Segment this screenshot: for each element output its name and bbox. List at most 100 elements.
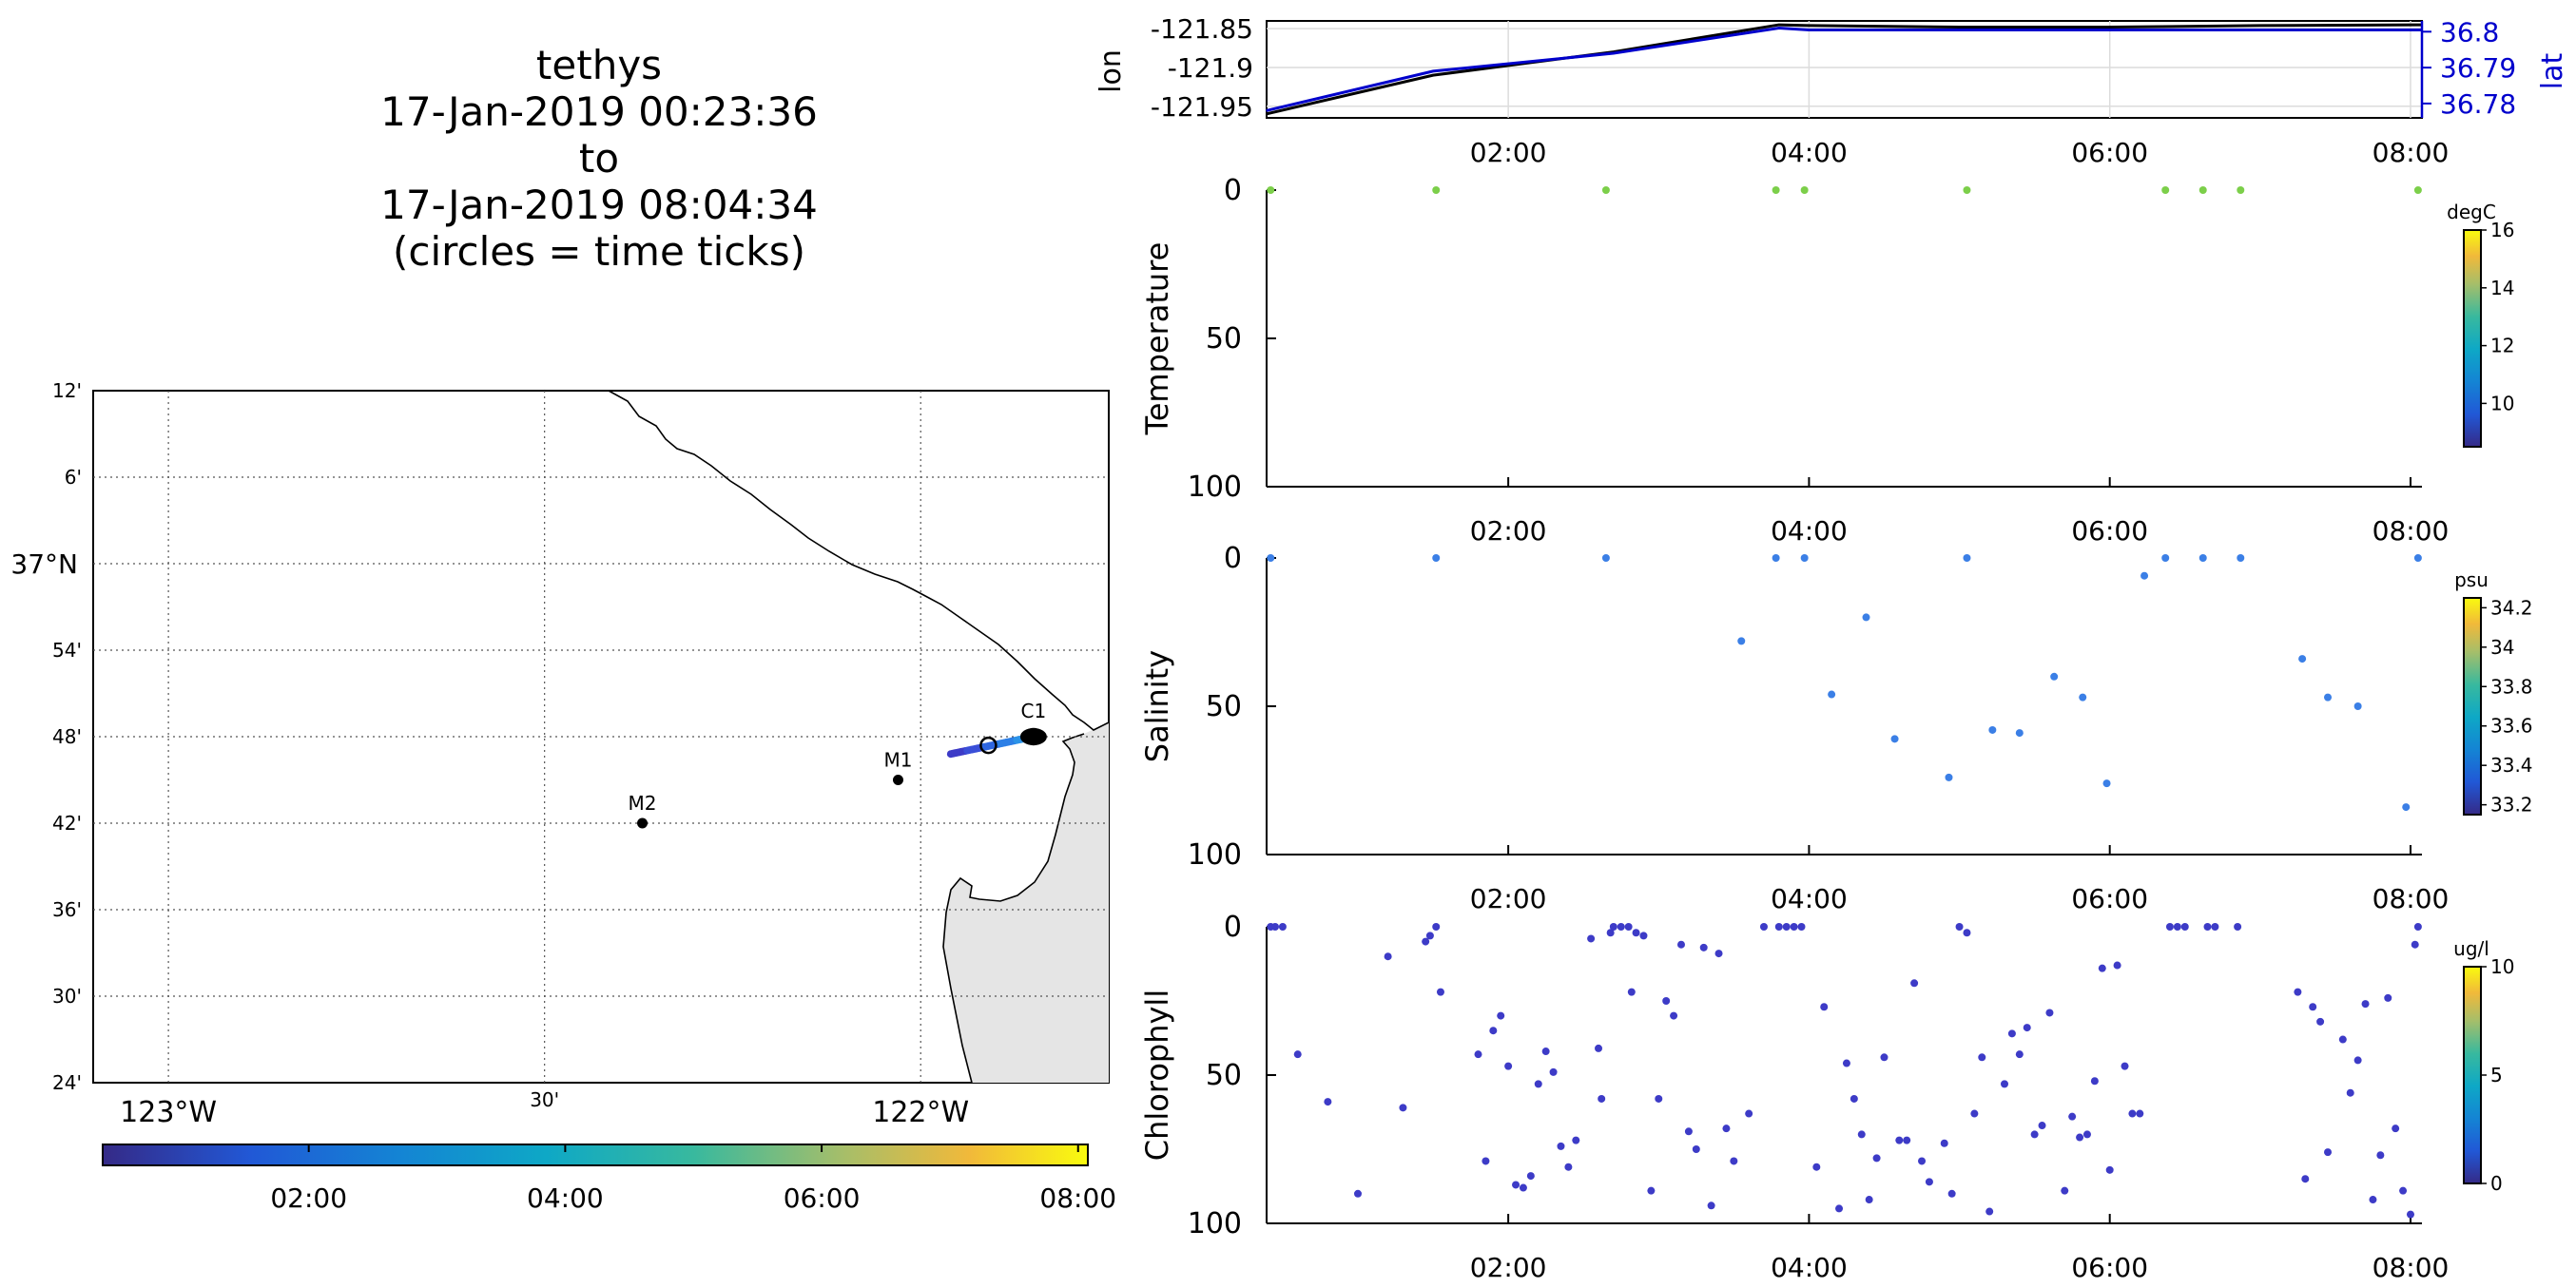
- temperature-colorbar-tick-label: 10: [2490, 392, 2514, 414]
- chlorophyll-point: [1925, 1178, 1933, 1186]
- map-x-tick-label: 30': [530, 1088, 559, 1111]
- station-label: M1: [883, 749, 912, 772]
- salinity-colorbar-tick-label: 34.2: [2490, 596, 2533, 619]
- temperature-x-tick-label: 08:00: [2373, 515, 2450, 547]
- chlorophyll-point: [1955, 923, 1964, 931]
- chlorophyll-colorbar-tick-label: 5: [2490, 1064, 2503, 1086]
- chlorophyll-point: [1970, 1109, 1979, 1118]
- chlorophyll-point: [1271, 923, 1280, 931]
- salinity-point: [2102, 779, 2111, 788]
- chlorophyll-point: [2045, 1009, 2054, 1017]
- chlorophyll-point: [2068, 1112, 2077, 1121]
- chlorophyll-point: [1918, 1157, 1927, 1165]
- chlorophyll-x-tick-label: 06:00: [2071, 1252, 2148, 1283]
- chlorophyll-point: [2128, 1109, 2137, 1118]
- plot-title: tethys 17-Jan-2019 00:23:36 to 17-Jan-20…: [314, 42, 884, 275]
- chlorophyll-point: [1699, 943, 1708, 952]
- chlorophyll-point: [2376, 1151, 2385, 1160]
- chlorophyll-point: [1595, 1044, 1603, 1052]
- chlorophyll-point: [2090, 1077, 2099, 1086]
- salinity-y-tick-label: 0: [1224, 542, 1242, 575]
- salinity-point: [1828, 690, 1836, 699]
- station-marker: [892, 775, 903, 785]
- chlorophyll-point: [1399, 1104, 1407, 1112]
- map-y-tick-label: 42': [52, 812, 82, 835]
- chlorophyll-point: [1947, 1189, 1956, 1198]
- salinity-point: [2198, 554, 2207, 562]
- map-y-tick-label: 48': [52, 725, 82, 748]
- chlorophyll-point: [1903, 1136, 1911, 1144]
- chlorophyll-point: [1812, 1163, 1821, 1171]
- lat-series-line: [1266, 27, 2422, 112]
- chlorophyll-point: [1609, 923, 1617, 931]
- time-colorbar-tick-label: 02:00: [270, 1182, 347, 1214]
- chlorophyll-point: [2136, 1109, 2144, 1118]
- chlorophyll-point: [1730, 1157, 1738, 1165]
- chlorophyll-point: [1512, 1181, 1520, 1189]
- salinity-point: [2015, 729, 2024, 738]
- chlorophyll-point: [1639, 932, 1648, 940]
- chlorophyll-point: [1940, 1139, 1948, 1147]
- chlorophyll-point: [1842, 1059, 1850, 1067]
- chlorophyll-point: [1474, 1050, 1482, 1059]
- chlorophyll-point: [2346, 1088, 2354, 1097]
- temperature-point: [1772, 186, 1780, 194]
- time-tick-circle: [1024, 727, 1043, 746]
- chlorophyll-point: [1598, 1094, 1606, 1103]
- chlorophyll-point: [1564, 1163, 1573, 1171]
- chlorophyll-point: [1293, 1050, 1302, 1059]
- map-x-tick-label: 122°W: [872, 1096, 969, 1129]
- salinity-point: [2402, 803, 2411, 812]
- time-colorbar: 02:00 04:00 06:00 08:00: [102, 1144, 1116, 1214]
- salinity-panel: 0 50 100 02:00 04:00 06:00 08:00 Salinity psu34.…: [1139, 542, 2533, 914]
- temperature-plot-area: [1267, 190, 2422, 487]
- salinity-x-tick-label: 04:00: [1771, 883, 1848, 914]
- lon-tick-label: -121.85: [1151, 13, 1253, 45]
- salinity-point: [1890, 735, 1899, 743]
- temperature-y-tick-label: 0: [1224, 174, 1242, 207]
- chlorophyll-point: [2411, 940, 2419, 949]
- chlorophyll-point: [1384, 952, 1392, 961]
- chlorophyll-point: [1436, 988, 1444, 996]
- chlorophyll-point: [1519, 1183, 1527, 1192]
- chlorophyll-point: [2369, 1196, 2377, 1204]
- map-y-tick-label: 24': [52, 1071, 82, 1094]
- salinity-x-tick-label: 02:00: [1470, 883, 1547, 914]
- chlorophyll-point: [2392, 1125, 2400, 1133]
- lon-tick-label: -121.9: [1168, 52, 1253, 84]
- salinity-point: [1945, 773, 1953, 781]
- lon-tick-label: -121.95: [1151, 91, 1253, 123]
- chlorophyll-point: [1820, 1003, 1829, 1011]
- chlorophyll-point: [2000, 1080, 2008, 1088]
- chlorophyll-point: [1714, 950, 1723, 958]
- lon-series-line: [1266, 23, 2422, 116]
- chlorophyll-point: [1647, 1186, 1656, 1195]
- chlorophyll-point: [2353, 1056, 2362, 1065]
- chlorophyll-axis-label: Chlorophyll: [1139, 990, 1175, 1161]
- chlorophyll-point: [1910, 979, 1919, 988]
- temperature-axis-label: Temperature: [1139, 242, 1175, 436]
- chlorophyll-point: [2203, 923, 2212, 931]
- chlorophyll-colorbar-unit: ug/l: [2453, 937, 2489, 960]
- temperature-point: [1601, 186, 1610, 194]
- chlorophyll-point: [2324, 1148, 2333, 1157]
- lat-axis-label: lat: [2536, 53, 2569, 90]
- chlorophyll-point: [2309, 1003, 2317, 1011]
- map-y-tick-label: 30': [52, 985, 82, 1008]
- salinity-point: [1601, 554, 1610, 562]
- salinity-point: [1737, 637, 1746, 645]
- chlorophyll-point: [1662, 997, 1671, 1005]
- chlorophyll-x-tick-label: 08:00: [2373, 1252, 2450, 1283]
- salinity-point: [1772, 554, 1780, 562]
- chlorophyll-colorbar-tick-label: 0: [2490, 1172, 2503, 1195]
- lat-tick-label: 36.8: [2440, 16, 2499, 48]
- temperature-y-tick-label: 100: [1188, 471, 1242, 504]
- chlorophyll-point: [1627, 988, 1636, 996]
- salinity-colorbar-unit: psu: [2454, 568, 2489, 591]
- chlorophyll-point: [1774, 923, 1783, 931]
- salinity-colorbar-tick-label: 33.4: [2490, 754, 2533, 777]
- temperature-point: [1267, 186, 1275, 194]
- salinity-plot-area: [1267, 558, 2422, 855]
- chlorophyll-point: [2015, 1050, 2024, 1059]
